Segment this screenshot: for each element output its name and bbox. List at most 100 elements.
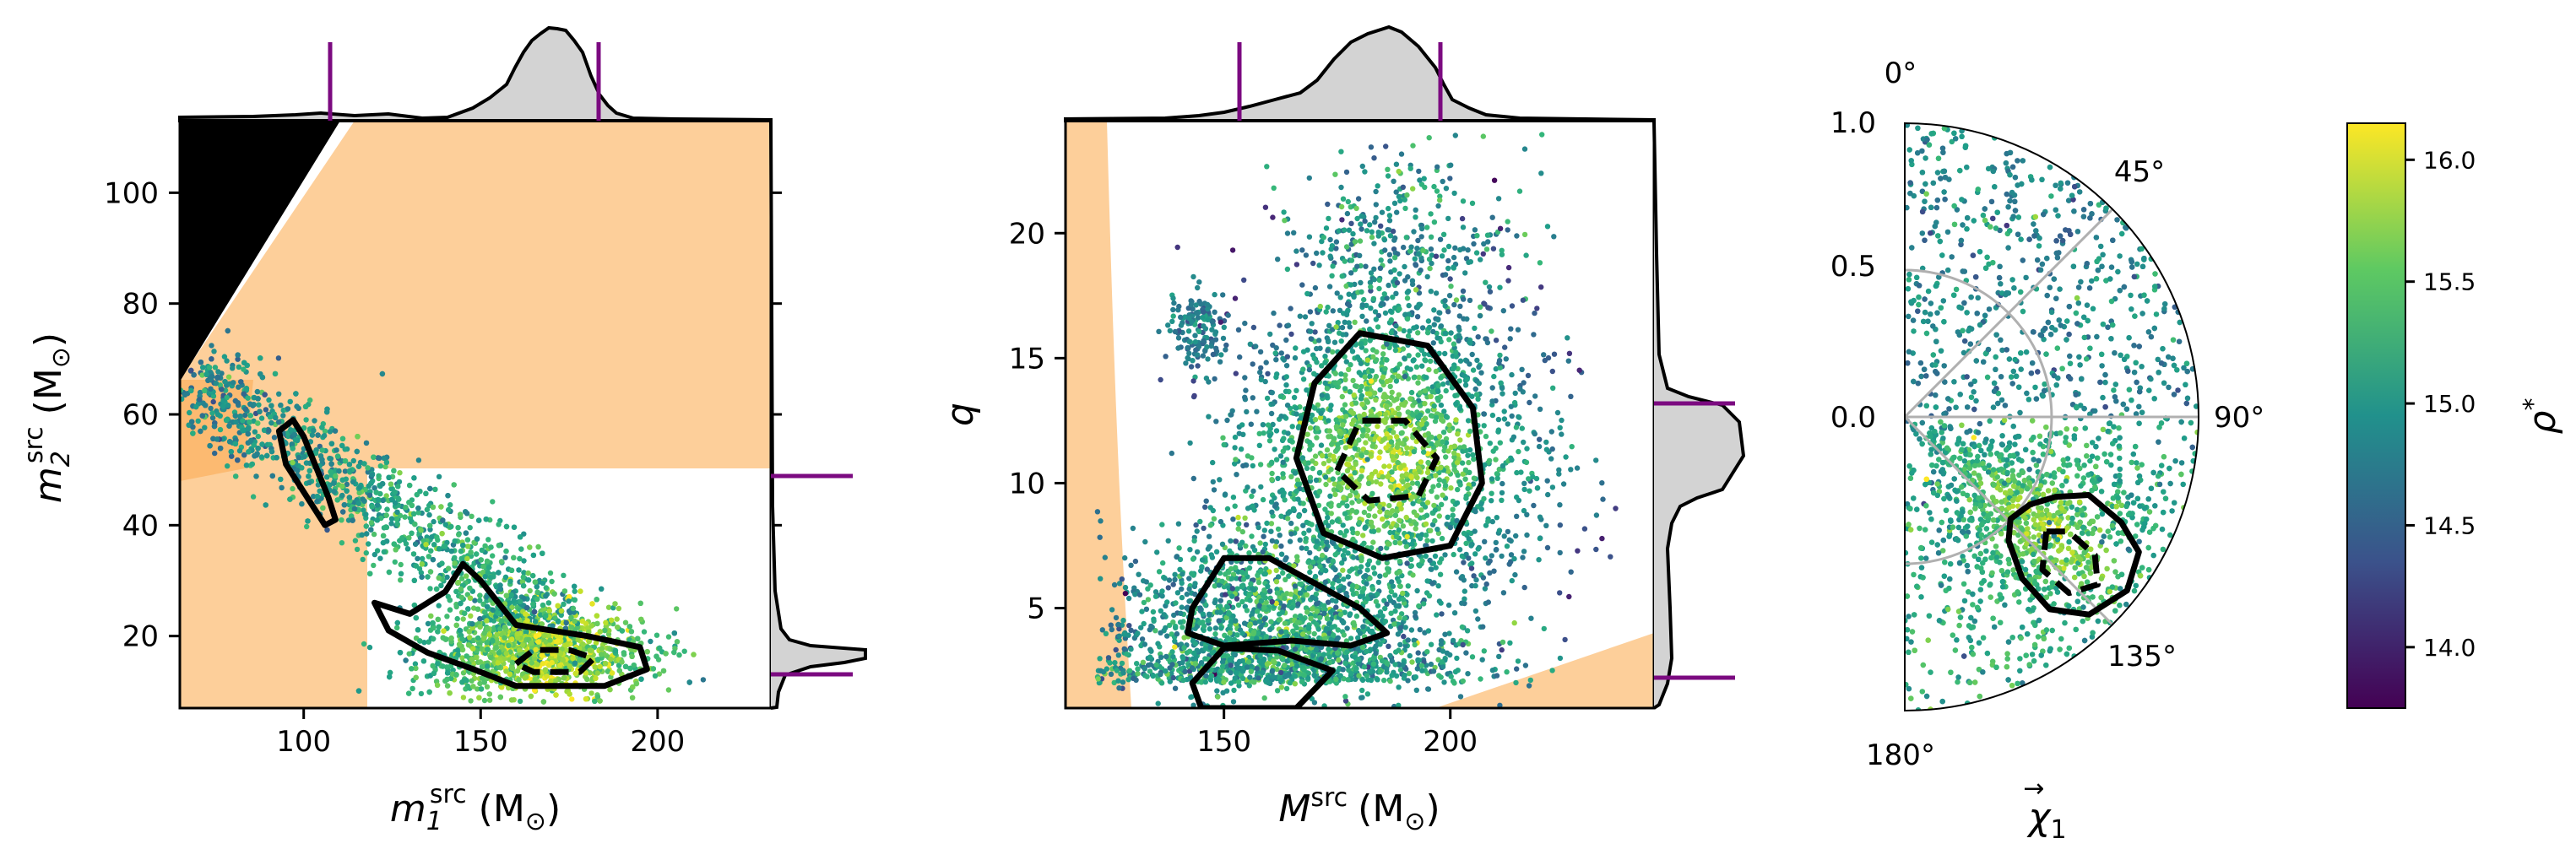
scatter-point (445, 493, 451, 499)
scatter-point (567, 594, 572, 600)
scatter-point (307, 397, 313, 403)
scatter-point (344, 481, 350, 488)
scatter-point (368, 520, 375, 526)
scatter-point (547, 570, 554, 576)
scatter-point (485, 570, 491, 576)
scatter-point (342, 446, 348, 452)
scatter-point (224, 394, 230, 401)
scatter-point (380, 539, 387, 546)
scatter-point (486, 691, 492, 697)
scatter-point (1209, 327, 1215, 333)
scatter-point (622, 663, 629, 669)
scatter-point (1349, 587, 1355, 592)
scatter-point (547, 637, 553, 643)
scatter-point (1447, 276, 1453, 282)
scatter-point (306, 479, 312, 485)
scatter-point (491, 626, 496, 632)
scatter-point (1593, 457, 1599, 463)
scatter-point (1350, 554, 1357, 560)
scatter-point (212, 450, 218, 457)
scatter-point (1145, 586, 1151, 592)
scatter-point (1357, 569, 1363, 575)
scatter-point (230, 365, 236, 371)
scatter-point (484, 626, 491, 632)
scatter-point (221, 354, 228, 360)
scatter-point (209, 373, 215, 380)
scatter-point (1556, 471, 1562, 477)
scatter-point (376, 455, 382, 461)
scatter-point (398, 561, 404, 568)
scatter-point (440, 517, 446, 523)
scatter-point (363, 440, 370, 446)
scatter-point (465, 642, 472, 648)
scatter-point (540, 699, 547, 705)
scatter-point (555, 619, 561, 625)
scatter-point (444, 683, 451, 689)
scatter-point (1556, 467, 1562, 473)
scatter-point (638, 676, 644, 682)
scatter-point (1393, 161, 1400, 167)
scatter-point (428, 548, 434, 554)
scatter-point (496, 522, 502, 527)
scatter-point (1159, 522, 1165, 527)
scatter-point (534, 662, 540, 668)
scatter-point (1337, 530, 1343, 536)
scatter-point (217, 446, 224, 452)
scatter-point (431, 518, 437, 525)
scatter-point (594, 597, 599, 603)
scatter-point (570, 605, 576, 612)
scatter-point (1369, 545, 1375, 551)
scatter-point (1099, 627, 1106, 633)
scatter-point (374, 502, 381, 508)
scatter-point (525, 570, 531, 576)
scatter-point (289, 441, 295, 447)
scatter-point (453, 622, 459, 629)
scatter-point (456, 532, 462, 538)
scatter-point (235, 400, 241, 406)
scatter-point (486, 697, 493, 703)
scatter-point (301, 453, 307, 460)
scatter-point (584, 654, 591, 660)
scatter-point (551, 591, 557, 597)
scatter-point (454, 647, 461, 653)
scatter-point (486, 631, 493, 638)
scatter-point (436, 575, 442, 581)
scatter-point (465, 544, 471, 549)
scatter-point (393, 516, 399, 522)
scatter-point (1536, 443, 1543, 450)
scatter-point (1377, 609, 1384, 615)
scatter-point (577, 657, 583, 663)
scatter-point (517, 698, 523, 705)
scatter-point (474, 654, 480, 660)
scatter-point (474, 536, 480, 542)
scatter-point (614, 616, 620, 622)
scatter-point (346, 468, 353, 474)
scatter-point (366, 492, 373, 498)
scatter-point (210, 435, 216, 441)
scatter-point (1212, 291, 1217, 298)
scatter-point (548, 678, 554, 684)
scatter-point (1241, 277, 1247, 283)
scatter-point (435, 661, 441, 667)
scatter-point (519, 579, 526, 585)
scatter-point (214, 411, 221, 418)
scatter-point (357, 484, 363, 490)
scatter-point (663, 651, 669, 657)
scatter-point (453, 588, 459, 595)
scatter-point (566, 598, 572, 604)
scatter-point (419, 574, 425, 580)
scatter-point (199, 413, 205, 419)
scatter-point (1373, 373, 1380, 380)
scatter-point (217, 382, 223, 388)
scatter-point (540, 602, 546, 608)
scatter-point (1156, 569, 1163, 575)
scatter-point (470, 684, 476, 690)
scatter-point (220, 403, 226, 409)
scatter-point (432, 486, 438, 493)
scatter-point (190, 424, 196, 430)
scatter-point (631, 663, 637, 668)
scatter-point (254, 388, 261, 395)
scatter-point (521, 558, 527, 564)
scatter-point (1164, 633, 1170, 639)
scatter-point (439, 560, 445, 566)
